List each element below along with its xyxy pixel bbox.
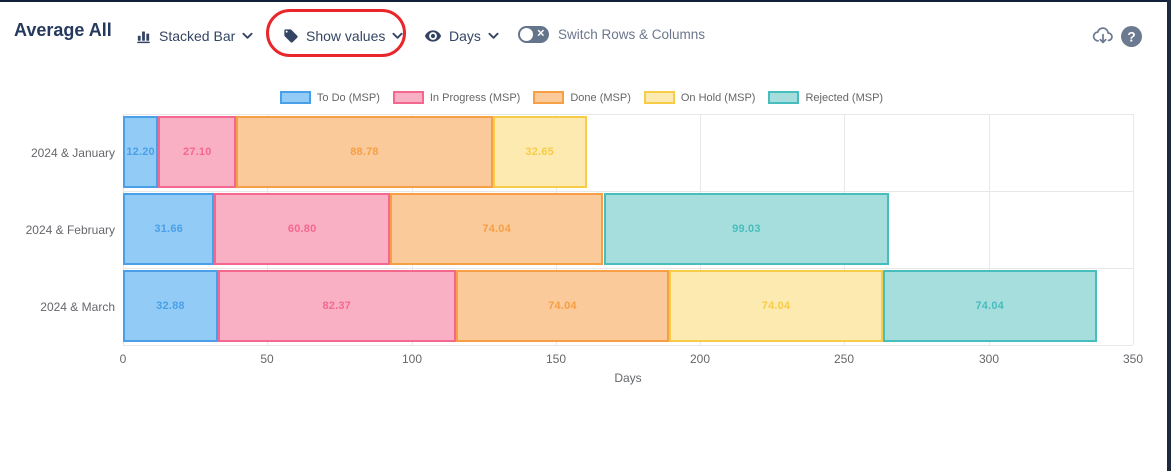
chevron-down-icon	[242, 32, 253, 40]
bar-segment[interactable]: 74.04	[389, 193, 604, 265]
legend-item[interactable]: Rejected (MSP)	[768, 91, 883, 104]
legend-swatch	[533, 91, 565, 104]
svg-text:?: ?	[1127, 29, 1135, 44]
x-axis-tick-label: 250	[833, 352, 855, 366]
unit-dropdown[interactable]: Days	[424, 25, 499, 47]
gridline-horizontal	[123, 268, 1133, 269]
gridline-horizontal	[123, 191, 1133, 192]
y-axis-label: 2024 & March	[40, 299, 115, 314]
legend-item[interactable]: To Do (MSP)	[279, 91, 380, 104]
show-values-dropdown[interactable]: Show values	[283, 25, 403, 47]
eye-icon	[424, 27, 442, 45]
bar-segment[interactable]: 32.65	[492, 116, 587, 188]
legend-swatch	[643, 91, 675, 104]
bar-segment[interactable]: 99.03	[603, 193, 890, 265]
chart-legend: To Do (MSP) In Progress (MSP) Done (MSP) On…	[0, 91, 1163, 104]
gridline-horizontal	[123, 114, 1133, 115]
legend-swatch	[768, 91, 800, 104]
legend-label: In Progress (MSP)	[429, 91, 521, 104]
x-axis-tick-label: 100	[401, 352, 423, 366]
bar-value-label: 74.04	[548, 300, 577, 312]
window-border-top	[0, 0, 1171, 2]
gridline-horizontal	[123, 345, 1133, 346]
bar-value-label: 60.80	[287, 223, 317, 235]
legend-label: On Hold (MSP)	[680, 91, 756, 104]
legend-label: To Do (MSP)	[316, 91, 380, 104]
bar-value-label: 32.65	[525, 146, 554, 158]
toolbar: Average All Stacked Bar Show values Days	[0, 0, 1171, 72]
legend-swatch	[392, 91, 424, 104]
bar-value-label: 74.04	[482, 223, 511, 235]
gridline-vertical	[1133, 114, 1134, 345]
bar-chart-icon	[135, 28, 152, 45]
cloud-download-icon[interactable]	[1091, 24, 1115, 48]
bar-segment[interactable]: 74.04	[882, 270, 1097, 342]
bar-value-label: 99.03	[732, 223, 761, 235]
bar-segment[interactable]: 12.20	[123, 116, 159, 188]
page-title: Average All	[14, 20, 112, 40]
legend-item[interactable]: In Progress (MSP)	[392, 91, 521, 104]
bar-segment[interactable]: 88.78	[236, 116, 493, 188]
unit-label: Days	[449, 28, 481, 44]
x-axis-title: Days	[614, 371, 642, 385]
show-values-label: Show values	[306, 28, 386, 44]
switch-rows-columns-label: Switch Rows & Columns	[558, 27, 706, 42]
bar-segment[interactable]: 74.04	[669, 270, 883, 342]
x-axis-tick-label: 0	[119, 352, 127, 366]
bar-segment[interactable]: 27.10	[158, 116, 237, 188]
bar-value-label: 27.10	[183, 146, 212, 158]
bar-segment[interactable]: 60.80	[214, 193, 390, 265]
x-axis-tick-label: 350	[1122, 352, 1144, 366]
bar-value-label: 74.04	[761, 300, 791, 312]
chevron-down-icon	[392, 32, 403, 40]
gridline-vertical	[989, 114, 990, 345]
legend-item[interactable]: On Hold (MSP)	[643, 91, 756, 104]
y-axis-label: 2024 & February	[25, 222, 115, 237]
window-border-right	[1167, 0, 1171, 471]
legend-item[interactable]: Done (MSP)	[533, 91, 631, 104]
x-axis-tick-label: 200	[689, 352, 711, 366]
tag-icon	[283, 28, 299, 44]
help-icon[interactable]: ?	[1119, 24, 1143, 48]
legend-label: Rejected (MSP)	[805, 91, 884, 104]
y-axis-label: 2024 & January	[30, 145, 115, 160]
bar-value-label: 82.37	[322, 300, 351, 312]
toggle-pill-icon[interactable]: ✕	[518, 26, 549, 43]
bar-segment[interactable]: 74.04	[455, 270, 670, 342]
bar-segment[interactable]: 32.88	[123, 270, 218, 342]
x-axis-tick-label: 300	[978, 352, 1000, 366]
bar-value-label: 32.88	[156, 300, 185, 312]
toggle-knob	[520, 28, 533, 41]
bar-value-label: 31.66	[154, 223, 183, 235]
chevron-down-icon	[488, 32, 499, 40]
plot-area: 12.20 27.10 88.78 32.65 31.66 60.80 74.04 99.03…	[123, 114, 1134, 346]
bar-value-label: 88.78	[350, 146, 379, 158]
bar-value-label: 74.04	[975, 300, 1004, 312]
x-axis-tick-label: 50	[260, 352, 274, 366]
toggle-x-icon: ✕	[536, 28, 545, 40]
bar-segment[interactable]: 82.37	[217, 270, 456, 342]
legend-label: Done (MSP)	[570, 91, 631, 104]
chart-type-dropdown[interactable]: Stacked Bar	[135, 25, 253, 47]
chart-type-label: Stacked Bar	[159, 28, 236, 44]
switch-rows-columns-toggle[interactable]: ✕ Switch Rows & Columns	[518, 26, 705, 43]
legend-swatch	[279, 91, 311, 104]
bar-value-label: 12.20	[126, 146, 155, 158]
x-axis-tick-label: 150	[545, 352, 567, 366]
bar-segment[interactable]: 31.66	[123, 193, 215, 265]
